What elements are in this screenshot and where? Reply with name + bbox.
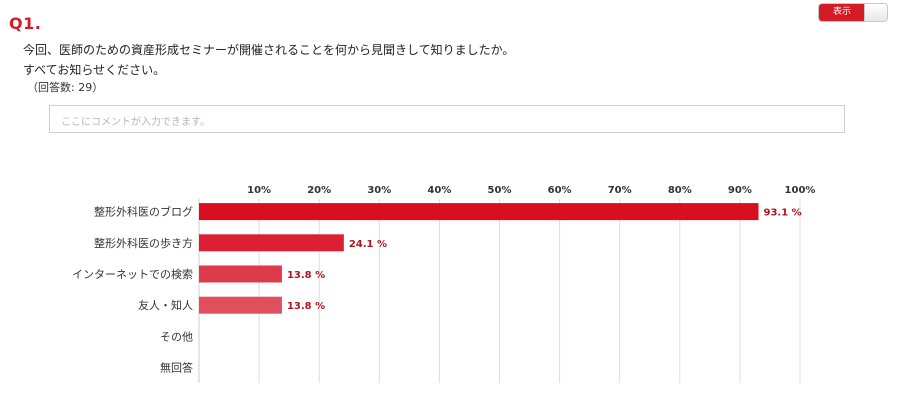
x-tick-label: 20% [307,185,331,196]
category-label: 無回答 [160,361,193,375]
x-tick-label: 60% [548,185,572,196]
x-tick-label: 90% [728,185,752,196]
category-label: 整形外科医の歩き方 [94,236,193,250]
toggle-label: 表示 [819,4,865,21]
x-tick-label: 70% [608,185,632,196]
x-tick-label: 30% [367,185,391,196]
answer-count: （回答数: 29） [27,81,104,94]
data-label: 13.8 % [287,301,325,312]
bar [199,234,344,252]
question-number: Q1. [9,14,42,33]
x-tick-label: 10% [247,185,271,196]
category-label: 友人・知人 [138,298,193,312]
x-tick-label: 40% [427,185,451,196]
category-label: 整形外科医のブログ [94,205,193,219]
comment-input[interactable]: ここにコメントが入力できます。 [49,105,845,133]
bar [199,265,282,283]
question-text: 今回、医師のための資産形成セミナーが開催されることを何から見聞きして知りましたか… [23,40,514,80]
category-label: その他 [160,330,193,343]
display-toggle[interactable]: 表示 [818,3,888,22]
toggle-knob[interactable] [864,4,887,21]
x-tick-label: 50% [488,185,512,196]
bar [199,203,759,221]
data-label: 24.1 % [349,239,387,250]
x-tick-label: 100% [785,185,816,196]
comment-placeholder: ここにコメントが入力できます。 [61,117,210,128]
question-text-line-2: すべてお知らせください。 [23,63,166,77]
bar [199,296,282,314]
category-label: インターネットでの検索 [72,267,193,281]
question-text-line-1: 今回、医師のための資産形成セミナーが開催されることを何から見聞きして知りましたか… [23,43,515,57]
data-label: 93.1 % [764,208,802,219]
data-label: 13.8 % [287,270,325,281]
x-tick-label: 80% [668,185,692,196]
